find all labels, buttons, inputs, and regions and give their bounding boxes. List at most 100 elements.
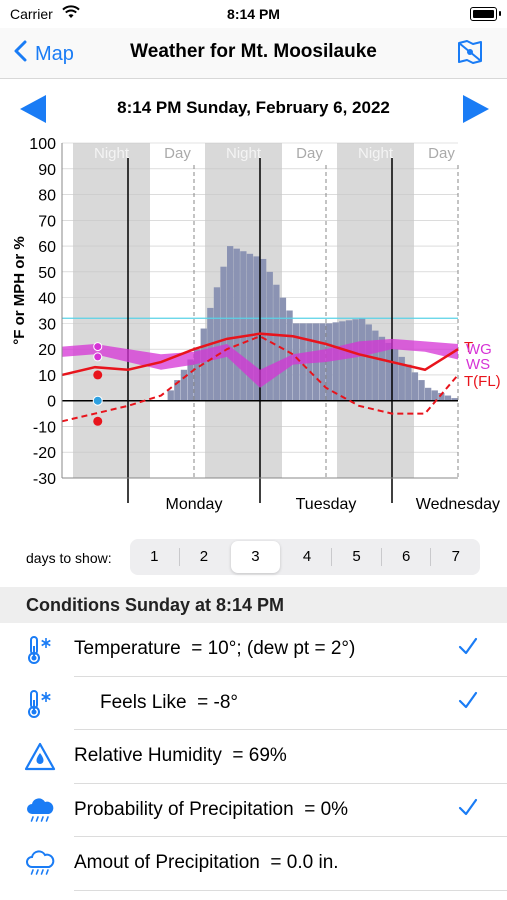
- precip-bar: [194, 349, 201, 401]
- conditions-list: Temperature = 10°; (dew pt = 2°) Feels L…: [0, 623, 507, 891]
- precip-bar: [392, 349, 399, 401]
- row-divider: [74, 782, 507, 784]
- row-divider: [74, 889, 507, 891]
- precip-bar: [405, 364, 412, 401]
- night-band: [337, 143, 414, 478]
- y-tick-label: 70: [38, 213, 56, 230]
- wind-band: [62, 338, 458, 388]
- weather-chart: Night Day Night Day Night Day1009080706050403…: [11, 136, 501, 513]
- day-label: Monday: [166, 496, 223, 513]
- precip-bar: [213, 287, 221, 401]
- row-divider: [74, 729, 507, 730]
- row-divider: [74, 836, 507, 837]
- y-tick-label: 30: [38, 316, 56, 333]
- checkmark-icon: [457, 796, 479, 823]
- day-label: Wednesday: [416, 496, 500, 513]
- period-label: Night: [358, 145, 394, 162]
- clock: 8:14 PM: [227, 6, 280, 22]
- temperature-marker: [93, 370, 103, 380]
- conditions-header: Conditions Sunday at 8:14 PM: [0, 587, 507, 623]
- battery-icon: [470, 7, 501, 21]
- segment-separator: [331, 548, 333, 566]
- days-segmented-control: 1 2 3 4 5 6 7: [130, 539, 480, 575]
- precip-bar: [227, 246, 234, 401]
- precip-bar: [385, 342, 392, 401]
- condition-label: Relative Humidity = 69%: [74, 745, 287, 766]
- precip-bar: [246, 253, 254, 401]
- precip-bar: [233, 248, 240, 401]
- condition-label: Temperature = 10°; (dew pt = 2°): [74, 638, 356, 659]
- previous-day-arrow-icon[interactable]: [18, 94, 48, 129]
- condition-label: Feels Like = -8°: [100, 691, 239, 713]
- period-label: Night: [94, 145, 130, 162]
- days-option-4[interactable]: 4: [302, 548, 312, 565]
- days-option-3[interactable]: 3: [231, 541, 280, 573]
- precip-bar: [372, 330, 379, 401]
- back-label: Map: [35, 42, 74, 65]
- days-option-1[interactable]: 1: [150, 548, 159, 565]
- condition-row-precip-probability[interactable]: Probability of Precipitation = 0%: [0, 784, 507, 837]
- condition-row-temperature[interactable]: Temperature = 10°; (dew pt = 2°): [0, 623, 507, 677]
- condition-row-precip-amount[interactable]: Amout of Precipitation = 0.0 in.: [0, 837, 507, 891]
- back-button[interactable]: Map: [14, 40, 74, 68]
- precip-bar: [438, 392, 445, 401]
- days-option-6[interactable]: 6: [402, 548, 411, 565]
- y-tick-label: -30: [33, 471, 56, 488]
- precip-bar: [253, 256, 260, 401]
- carrier-label: Carrier: [10, 6, 53, 22]
- wind-speed-marker: [93, 342, 103, 352]
- next-day-arrow-icon[interactable]: [461, 94, 491, 129]
- segment-separator: [380, 548, 382, 566]
- precip-bar: [220, 266, 227, 401]
- series-label-temperature: T: [464, 339, 473, 356]
- y-tick-label: 60: [38, 239, 56, 256]
- precip-bar: [260, 258, 267, 401]
- days-to-show: days to show: 1 2 3 4 5 6 7: [0, 538, 507, 578]
- precip-bar: [345, 320, 353, 401]
- precip-bar: [180, 369, 188, 401]
- days-to-show-label: days to show:: [26, 550, 112, 566]
- y-tick-label: 20: [38, 342, 56, 359]
- segment-separator: [178, 548, 180, 566]
- y-axis-label: °F or MPH or %: [11, 236, 28, 345]
- precip-bar: [266, 271, 273, 401]
- period-label: Day: [164, 145, 191, 162]
- precip-bar: [431, 390, 438, 401]
- period-label: Day: [296, 145, 323, 162]
- cloud-rain-outline-icon: [24, 848, 56, 880]
- condition-row-feels-like[interactable]: Feels Like = -8°: [0, 677, 507, 730]
- precip-bar: [451, 398, 458, 401]
- segment-separator: [430, 548, 432, 566]
- status-bar: Carrier 8:14 PM: [0, 0, 507, 28]
- y-tick-label: 10: [38, 368, 56, 385]
- precip-bar: [240, 251, 247, 401]
- condition-label: Amout of Precipitation = 0.0 in.: [74, 852, 339, 873]
- precip-bar: [398, 356, 405, 401]
- condition-row-humidity[interactable]: Relative Humidity = 69%: [0, 730, 507, 784]
- precip-bar: [359, 318, 366, 401]
- days-option-7[interactable]: 7: [451, 548, 460, 565]
- thermometer-snow-icon: [24, 688, 56, 720]
- series-label-wind-speed: WS: [466, 356, 490, 373]
- feels-like-line: [61, 335, 459, 423]
- map-marker-icon[interactable]: [455, 37, 485, 72]
- days-option-5[interactable]: 5: [352, 548, 361, 565]
- precip-bar: [425, 387, 432, 401]
- cloud-rain-filled-icon: [24, 795, 56, 827]
- checkmark-icon: [457, 689, 479, 716]
- row-divider: [74, 675, 507, 677]
- precip-bar: [352, 319, 359, 401]
- y-tick-label: 80: [38, 188, 56, 205]
- y-tick-label: -20: [33, 445, 56, 462]
- days-option-2[interactable]: 2: [199, 548, 209, 565]
- checkmark-icon: [457, 635, 479, 662]
- period-label: Day: [428, 145, 455, 162]
- precip-bar: [326, 323, 333, 401]
- precip-bar: [174, 380, 181, 401]
- precip-bar: [378, 336, 386, 401]
- y-tick-label: -10: [33, 419, 56, 436]
- night-band: [73, 143, 150, 478]
- date-navigator: 8:14 PM Sunday, February 6, 2022: [0, 90, 507, 126]
- condition-label: Probability of Precipitation = 0%: [74, 798, 349, 820]
- series-label-wind-gust: WG: [466, 341, 492, 358]
